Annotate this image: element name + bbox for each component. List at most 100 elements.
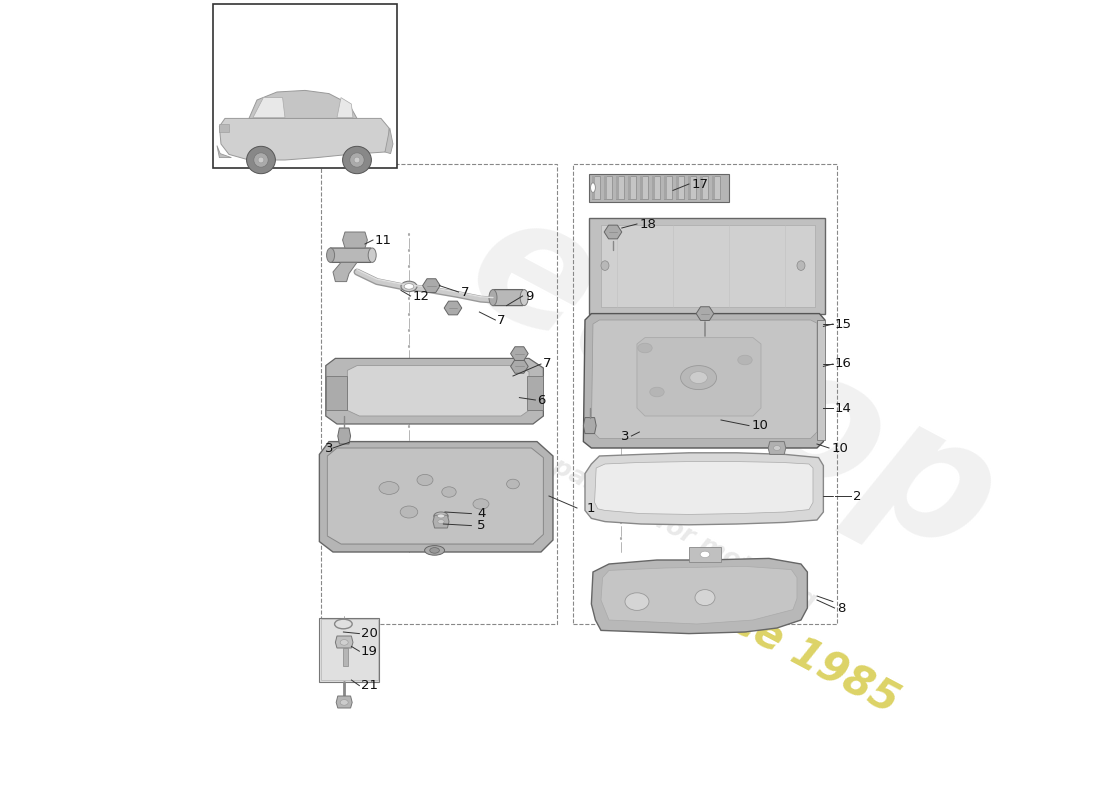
Text: 4: 4 <box>477 507 485 520</box>
Bar <box>628 176 636 199</box>
Ellipse shape <box>438 514 444 518</box>
Bar <box>689 176 696 199</box>
Ellipse shape <box>520 290 528 306</box>
Polygon shape <box>217 146 231 158</box>
Text: 21: 21 <box>361 679 378 692</box>
Bar <box>817 320 825 440</box>
Ellipse shape <box>258 157 264 163</box>
Text: 12: 12 <box>412 290 430 302</box>
Bar <box>588 218 825 314</box>
Polygon shape <box>319 442 553 552</box>
Bar <box>676 176 684 199</box>
Bar <box>592 176 601 199</box>
Bar <box>616 176 618 199</box>
Polygon shape <box>328 448 543 544</box>
Polygon shape <box>592 320 817 438</box>
Ellipse shape <box>340 699 349 706</box>
Polygon shape <box>601 566 798 624</box>
Bar <box>213 4 397 168</box>
Polygon shape <box>342 232 367 248</box>
Bar <box>616 176 624 199</box>
Text: 17: 17 <box>692 178 708 190</box>
Bar <box>592 176 595 199</box>
Text: 1: 1 <box>586 502 595 514</box>
Bar <box>640 176 642 199</box>
Polygon shape <box>433 515 449 528</box>
Polygon shape <box>337 696 352 708</box>
Polygon shape <box>444 301 462 315</box>
Polygon shape <box>348 366 529 416</box>
Bar <box>604 176 606 199</box>
Bar <box>604 176 613 199</box>
Polygon shape <box>336 636 353 648</box>
Ellipse shape <box>327 248 334 262</box>
Bar <box>640 176 648 199</box>
Text: 3: 3 <box>324 442 333 454</box>
Bar <box>321 619 377 680</box>
Ellipse shape <box>438 520 444 524</box>
Polygon shape <box>510 346 528 361</box>
Polygon shape <box>768 442 785 454</box>
Text: a passion for motoring: a passion for motoring <box>526 442 821 614</box>
Ellipse shape <box>433 512 448 520</box>
Polygon shape <box>385 128 393 154</box>
Text: 16: 16 <box>835 358 851 370</box>
Polygon shape <box>637 338 761 416</box>
Ellipse shape <box>417 474 433 486</box>
Polygon shape <box>422 278 440 293</box>
Text: 6: 6 <box>537 394 546 406</box>
Bar <box>712 176 715 199</box>
Ellipse shape <box>368 248 376 262</box>
Polygon shape <box>604 225 622 239</box>
Text: 11: 11 <box>375 234 392 246</box>
Bar <box>588 174 729 202</box>
Text: 9: 9 <box>525 290 533 302</box>
Bar <box>321 164 557 624</box>
Ellipse shape <box>490 290 497 306</box>
Text: 14: 14 <box>835 402 851 414</box>
Ellipse shape <box>354 157 360 163</box>
Text: 7: 7 <box>497 314 506 326</box>
Ellipse shape <box>246 146 275 174</box>
Text: 7: 7 <box>542 358 551 370</box>
Ellipse shape <box>690 371 707 383</box>
Polygon shape <box>583 418 596 434</box>
Bar <box>712 176 720 199</box>
Bar <box>573 164 837 624</box>
Bar <box>326 376 348 410</box>
Polygon shape <box>583 314 825 448</box>
Text: europ: europ <box>441 175 1024 593</box>
Text: 5: 5 <box>477 519 485 532</box>
Polygon shape <box>490 290 526 306</box>
Ellipse shape <box>342 146 372 174</box>
Text: 20: 20 <box>361 627 378 640</box>
Ellipse shape <box>695 590 715 606</box>
Polygon shape <box>249 90 358 118</box>
Ellipse shape <box>254 153 268 167</box>
Bar <box>701 176 703 199</box>
Bar <box>527 376 543 410</box>
Text: 7: 7 <box>461 286 470 298</box>
Text: 19: 19 <box>361 645 378 658</box>
Polygon shape <box>219 118 389 160</box>
Polygon shape <box>253 98 285 118</box>
Bar <box>689 176 691 199</box>
Polygon shape <box>696 306 714 321</box>
Text: 8: 8 <box>837 602 846 614</box>
Ellipse shape <box>340 640 349 645</box>
Text: 10: 10 <box>751 419 768 432</box>
Ellipse shape <box>350 153 364 167</box>
Polygon shape <box>326 358 543 424</box>
Polygon shape <box>595 462 813 514</box>
Text: 2: 2 <box>852 490 861 502</box>
Polygon shape <box>337 98 353 118</box>
Ellipse shape <box>404 283 414 289</box>
Bar <box>319 618 380 682</box>
Ellipse shape <box>400 506 418 518</box>
Ellipse shape <box>379 482 399 494</box>
Ellipse shape <box>770 443 784 453</box>
Ellipse shape <box>425 546 444 555</box>
Text: 15: 15 <box>835 318 851 330</box>
Polygon shape <box>328 248 374 262</box>
Text: since 1985: since 1985 <box>664 566 906 722</box>
